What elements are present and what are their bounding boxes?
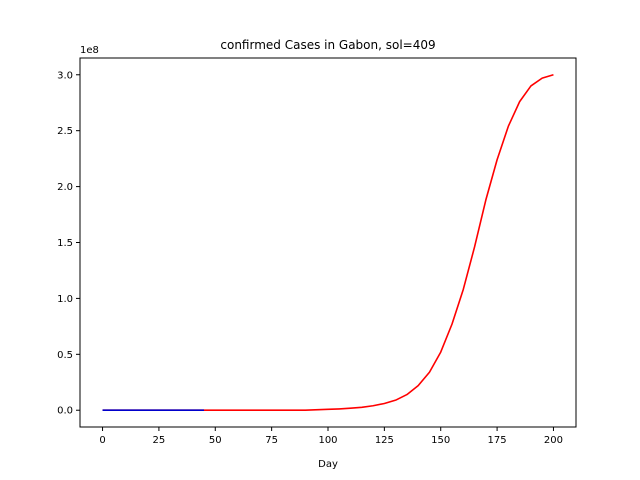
series-layer [102,74,554,412]
y-offset-label: 1e8 [80,45,99,56]
x-tick-label: 0 [99,435,105,446]
x-tick-label: 25 [153,435,166,446]
plot-area-border [79,57,577,428]
x-tick-label: 75 [265,435,278,446]
x-tick-label: 200 [544,435,563,446]
x-axis: 0 25 50 75 100 125 150 175 200 [99,427,563,446]
y-tick-label: 0.5 [57,350,73,361]
x-tick-label: 175 [488,435,507,446]
x-tick-label: 100 [318,435,337,446]
x-tick-label: 50 [209,435,222,446]
y-tick-label: 2.5 [57,126,73,137]
y-tick-label: 2.0 [57,182,73,193]
y-tick-label: 1.5 [57,238,73,249]
plot-frame [79,57,577,428]
x-tick-label: 125 [375,435,394,446]
x-tick-label: 150 [431,435,450,446]
y-tick-label: 0.0 [57,406,73,417]
x-axis-label: Day [318,459,338,470]
y-tick-label: 1.0 [57,294,73,305]
series-line-1 [102,74,554,412]
chart-title: confirmed Cases in Gabon, sol=409 [220,38,435,52]
y-tick-label: 3.0 [57,70,73,81]
y-axis: 0.0 0.5 1.0 1.5 2.0 2.5 3.0 [57,70,80,417]
